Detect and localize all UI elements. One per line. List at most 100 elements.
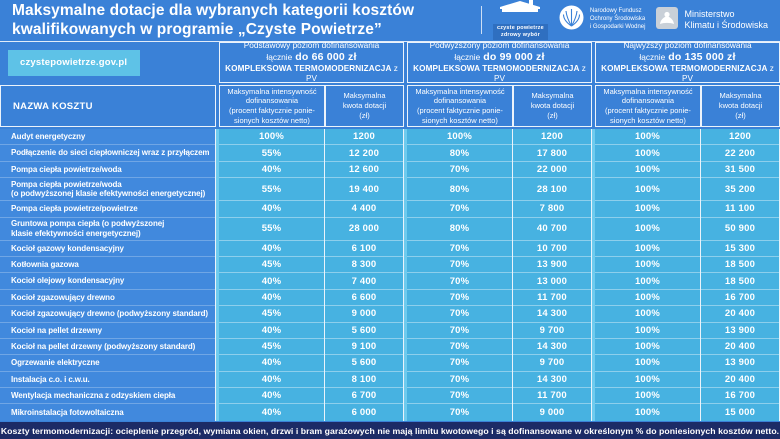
column-divider bbox=[324, 217, 325, 241]
table-row: Kocioł olejowy kondensacyjny 40% 7 400 7… bbox=[0, 273, 780, 290]
intensity-cell: 100% bbox=[595, 388, 700, 405]
amount-cell: 20 400 bbox=[701, 338, 779, 356]
website-link[interactable]: czystepowietrze.gov.pl bbox=[8, 49, 140, 76]
amount-cell: 35 200 bbox=[701, 178, 779, 202]
column-divider bbox=[700, 240, 701, 257]
column-gap bbox=[216, 129, 219, 146]
column-divider bbox=[403, 217, 404, 241]
level-pv: z PV bbox=[494, 63, 586, 84]
column-divider bbox=[700, 178, 701, 202]
column-divider bbox=[591, 388, 592, 405]
amount-cell: 9 700 bbox=[513, 322, 591, 339]
amount-cell: 11 700 bbox=[513, 289, 591, 307]
amount-cell: 11 700 bbox=[513, 388, 591, 405]
amount-cell: 9 000 bbox=[513, 404, 591, 421]
column-gap bbox=[404, 256, 407, 274]
intensity-cell: 40% bbox=[219, 371, 324, 389]
column-divider bbox=[403, 161, 404, 179]
intensity-cell: 70% bbox=[407, 240, 512, 257]
column-gap bbox=[592, 161, 595, 179]
cost-name-cell: Kocioł gazowy kondensacyjny bbox=[0, 240, 215, 257]
table-row: Kocioł gazowy kondensacyjny 40% 6 100 70… bbox=[0, 240, 780, 257]
pinecone-icon bbox=[559, 5, 584, 35]
column-divider bbox=[403, 273, 404, 290]
column-gap bbox=[592, 306, 595, 323]
column-divider bbox=[215, 201, 216, 218]
column-divider bbox=[324, 240, 325, 257]
intensity-cell: 55% bbox=[219, 217, 324, 241]
funding-level-header-row: czystepowietrze.gov.pl Podstawowy poziom… bbox=[0, 40, 780, 84]
column-divider bbox=[591, 201, 592, 218]
intensity-cell: 70% bbox=[407, 322, 512, 339]
intensity-cell: 70% bbox=[407, 306, 512, 323]
intensity-cell: 70% bbox=[407, 256, 512, 274]
table-row: Pompa ciepła powietrze/powietrze 40% 4 4… bbox=[0, 201, 780, 218]
table-row: Kotłownia gazowa 45% 8 300 70% 13 900 10… bbox=[0, 256, 780, 274]
column-divider bbox=[512, 161, 513, 179]
intensity-cell: 100% bbox=[595, 404, 700, 421]
level-termo: KOMPLEKSOWA TERMOMODERNIZACJA bbox=[601, 63, 768, 73]
amount-cell: 5 600 bbox=[325, 322, 403, 339]
intensity-cell: 100% bbox=[407, 129, 512, 146]
amount-cell: 20 400 bbox=[701, 306, 779, 323]
column-gap bbox=[592, 273, 595, 290]
level-amount: do 66 000 zł bbox=[295, 50, 357, 63]
column-divider bbox=[591, 240, 592, 257]
column-divider bbox=[403, 289, 404, 307]
intensity-cell: 45% bbox=[219, 338, 324, 356]
footer-note: Koszty termomodernizacji: ocieplenie prz… bbox=[0, 422, 780, 439]
cost-name-cell: Kocioł na pellet drzewny bbox=[0, 322, 215, 339]
amount-cell: 28 100 bbox=[513, 178, 591, 202]
table-row: Kocioł zgazowujący drewno (podwyższony s… bbox=[0, 306, 780, 323]
column-gap bbox=[404, 355, 407, 372]
column-divider bbox=[700, 388, 701, 405]
intensity-cell: 100% bbox=[219, 129, 324, 146]
amount-cell: 22 200 bbox=[701, 145, 779, 162]
intensity-cell: 80% bbox=[407, 217, 512, 241]
table-row: Wentylacja mechaniczna z odzyskiem ciepł… bbox=[0, 388, 780, 405]
column-gap bbox=[216, 388, 219, 405]
column-divider bbox=[512, 404, 513, 421]
intensity-cell: 55% bbox=[219, 178, 324, 202]
column-gap bbox=[592, 371, 595, 389]
cost-name-cell: Wentylacja mechaniczna z odzyskiem ciepł… bbox=[0, 388, 215, 405]
intensity-cell: 100% bbox=[595, 338, 700, 356]
column-divider bbox=[215, 240, 216, 257]
cost-name-cell: Pompa ciepła powietrze/woda (o podwyższo… bbox=[0, 178, 215, 202]
column-divider bbox=[512, 388, 513, 405]
czyste-powietrze-logo: czyste powietrze zdrowy wybór bbox=[492, 0, 548, 41]
page-title: Maksymalne dotacje dla wybranych kategor… bbox=[12, 1, 415, 38]
intensity-cell: 100% bbox=[595, 145, 700, 162]
column-divider bbox=[512, 273, 513, 290]
intensity-cell: 70% bbox=[407, 273, 512, 290]
column-divider bbox=[591, 145, 592, 162]
column-divider bbox=[591, 256, 592, 274]
level-amount: do 135 000 zł bbox=[668, 50, 736, 63]
column-divider bbox=[215, 161, 216, 179]
column-gap bbox=[216, 256, 219, 274]
amount-cell: 28 000 bbox=[325, 217, 403, 241]
level-name: Podwyższony poziom dofinansowania bbox=[429, 40, 570, 51]
intensity-header: Maksymalna intensywność dofinansowania (… bbox=[219, 85, 325, 127]
amount-cell: 17 800 bbox=[513, 145, 591, 162]
column-divider bbox=[324, 289, 325, 307]
level-header-podstawowy: Podstawowy poziom dofinansowania łącznie… bbox=[219, 40, 404, 83]
column-header-row: NAZWA KOSZTU Maksymalna intensywność dof… bbox=[0, 85, 780, 127]
cost-name-cell: Ogrzewanie elektryczne bbox=[0, 355, 215, 372]
column-divider bbox=[403, 201, 404, 218]
column-divider bbox=[215, 371, 216, 389]
cost-name-cell: Kocioł olejowy kondensacyjny bbox=[0, 273, 215, 290]
amount-header: Maksymalna kwota dotacji (zł) bbox=[513, 85, 592, 127]
eagle-icon bbox=[656, 6, 679, 34]
column-divider bbox=[512, 256, 513, 274]
column-divider bbox=[512, 338, 513, 356]
column-gap bbox=[404, 371, 407, 389]
column-gap bbox=[592, 338, 595, 356]
amount-cell: 31 500 bbox=[701, 161, 779, 179]
amount-cell: 12 600 bbox=[325, 161, 403, 179]
column-divider bbox=[324, 306, 325, 323]
amount-cell: 6 000 bbox=[325, 404, 403, 421]
amount-cell: 9 000 bbox=[325, 306, 403, 323]
column-divider bbox=[403, 306, 404, 323]
column-divider bbox=[512, 355, 513, 372]
